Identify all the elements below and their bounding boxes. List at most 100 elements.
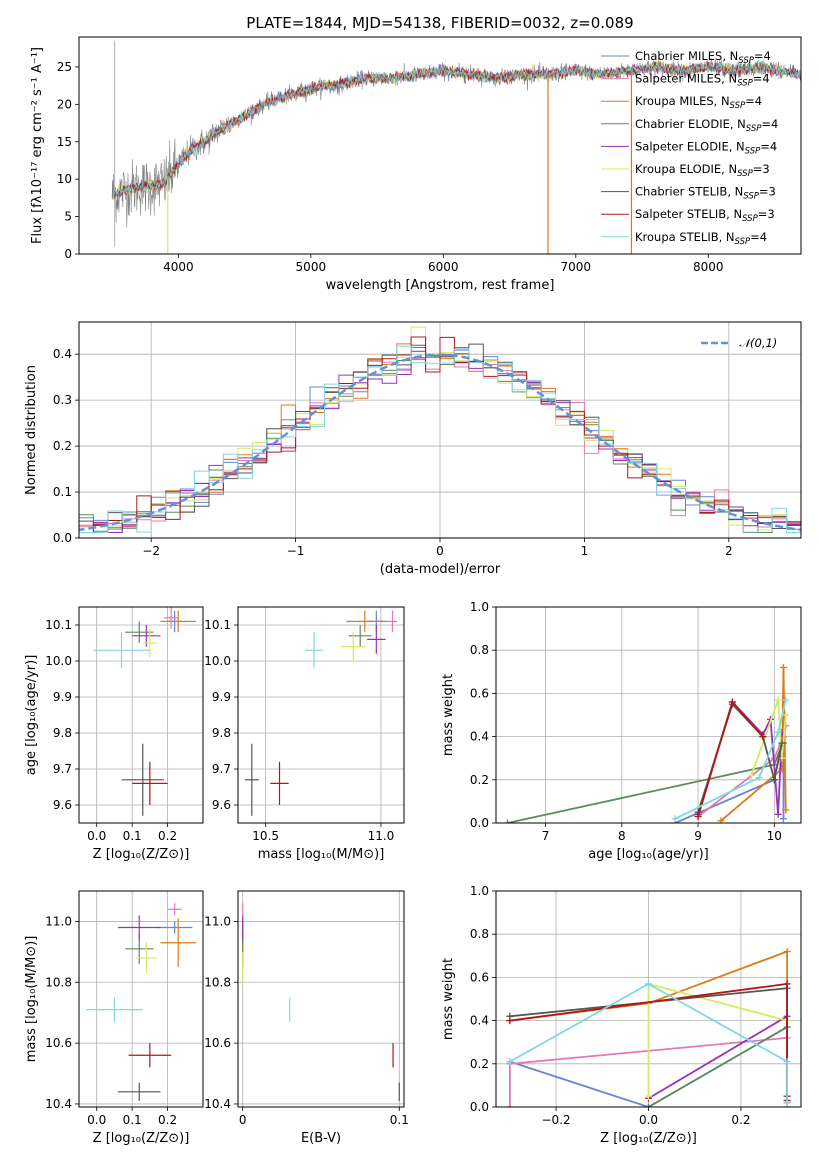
x-tick-label: 7000 — [561, 260, 592, 274]
y-axis-label: mass [log₁₀(M/M⊙)] — [24, 936, 39, 1063]
weight-marker — [779, 815, 787, 823]
y-tick-label: 9.8 — [53, 726, 72, 740]
legend-entry: Salpeter ELODIE, NSSP=4 — [635, 139, 777, 156]
x-tick-label: 0.1 — [390, 1113, 409, 1127]
errorbar-kroupa-elodie — [142, 628, 157, 658]
weight-marker — [783, 1058, 791, 1066]
errorbar-kroupa-miles — [160, 918, 196, 968]
x-axis-label: wavelength [Angstrom, rest frame] — [326, 278, 555, 293]
x-axis-label: age [log₁₀(age/yr)] — [588, 847, 709, 862]
plot-area-mass-vs-Z — [86, 903, 196, 1101]
y-tick-label: 0.6 — [470, 970, 489, 984]
errorbar-chabrier-elodie — [348, 625, 372, 647]
legend-entry: Kroupa ELODIE, NSSP=3 — [635, 162, 770, 179]
weight-marker — [747, 771, 755, 779]
panel-weight-vs-Z: −0.2 0.0 0.2 0.0 0.2 0.4 0.6 0.8 1.0 Z [log₁₀(Z/Z… — [441, 884, 802, 1146]
weight-marker — [774, 728, 782, 736]
y-axis-label: age [log₁₀(age/yr)] — [24, 655, 39, 776]
y-tick-label: 9.9 — [212, 690, 231, 704]
y-axis-label: Normed distribution — [24, 365, 39, 495]
axes-frame-weight-vs-age — [495, 606, 802, 824]
y-tick-label: 10.4 — [45, 1097, 72, 1111]
weight-marker — [506, 1017, 514, 1025]
y-tick-label: 0.8 — [470, 927, 489, 941]
y-tick-label: 10.8 — [45, 975, 72, 989]
y-tick-label: 10.6 — [45, 1036, 72, 1050]
weight-marker — [671, 815, 679, 823]
grid-age-vs-Z — [79, 607, 203, 823]
weight-marker — [774, 696, 782, 704]
x-tick-label: −1 — [287, 544, 305, 558]
plot-area-mass-vs-EBV — [242, 903, 400, 1101]
x-tick-label: 0.1 — [123, 1113, 142, 1127]
axes-frame-mass-vs-EBV — [237, 890, 405, 1108]
errorbar-kroupa-stelib — [93, 632, 150, 669]
x-tick-label: 8 — [618, 829, 626, 843]
weight-marker — [717, 817, 725, 823]
errorbar-kroupa-stelib — [86, 997, 143, 1022]
x-tick-label: 0.1 — [123, 829, 142, 843]
legend-entry: Salpeter STELIB, NSSP=3 — [635, 207, 775, 224]
y-tick-label: 10.0 — [204, 654, 231, 668]
weight-marker — [782, 806, 790, 814]
y-tick-label: 0.8 — [470, 643, 489, 657]
y-tick-label: 11.0 — [204, 914, 231, 928]
y-tick-label: 10.1 — [45, 618, 72, 632]
errorbar-salpeter-miles — [164, 607, 179, 629]
errorbar-chabrier-stelib — [244, 743, 259, 816]
y-tick-label: 1.0 — [470, 600, 489, 614]
grid-weight-vs-age — [496, 606, 801, 824]
y-tick-label: 9.7 — [212, 762, 231, 776]
legend-entry: Kroupa STELIB, NSSP=4 — [635, 230, 767, 247]
y-tick-label: 0.0 — [53, 531, 72, 545]
y-tick-label: 0.4 — [470, 730, 489, 744]
y-tick-label: 1.0 — [470, 884, 489, 898]
y-tick-label: 9.9 — [53, 690, 72, 704]
weight-marker — [694, 813, 702, 821]
weight-marker — [778, 739, 786, 747]
x-tick-label: 10 — [767, 829, 782, 843]
x-tick-label: 0 — [436, 544, 444, 558]
x-tick-label: 0.0 — [87, 829, 106, 843]
plot-area-spectrum — [111, 40, 801, 254]
x-tick-label: 0.2 — [158, 829, 177, 843]
errorbar-kroupa-stelib — [304, 632, 324, 669]
panel-spectrum: 4000 5000 6000 7000 8000 0 5 10 15 20 25 wavelength… — [30, 36, 802, 293]
y-tick-label: 10 — [57, 172, 72, 186]
spectrum-model-kroupa-stelib — [114, 57, 801, 196]
errorbar-chabrier-miles — [156, 921, 193, 934]
y-tick-label: 0.6 — [470, 686, 489, 700]
x-tick-label: 6000 — [428, 260, 459, 274]
weight-marker — [770, 776, 778, 784]
x-tick-label: 9 — [694, 829, 702, 843]
panel-mass-vs-Z: 0.0 0.1 0.2 10.4 10.6 10.8 11.0 Z [log₁₀(Z/Z⊙)]… — [24, 890, 204, 1146]
weight-marker — [728, 698, 736, 706]
y-tick-label: 20 — [57, 97, 72, 111]
errorbar-salpeter-miles — [387, 610, 398, 633]
panel-age-vs-Z: 0.0 0.1 0.2 9.6 9.7 9.8 9.9 10.0 10.1 Z [log₁₀(Z/… — [24, 606, 204, 862]
y-tick-label: 0.2 — [53, 439, 72, 453]
x-axis-label: Z [log₁₀(Z/Z⊙)] — [93, 1131, 190, 1146]
spectrum-legend: Chabrier MILES, NSSP=4 Salpeter MILES, NS… — [601, 49, 778, 247]
errorbar-salpeter-elodie — [367, 625, 386, 654]
weight-line-kroupa-stelib — [509, 982, 788, 1103]
weight-marker — [506, 1058, 514, 1066]
y-axis-label: mass weight — [441, 674, 456, 756]
x-tick-label: 4000 — [163, 260, 194, 274]
residual-legend: 𝒩(0,1) — [701, 336, 777, 350]
weight-line-salpeter-elodie — [648, 1014, 788, 1107]
y-tick-label: 10.6 — [204, 1036, 231, 1050]
residual-hist-kroupa-stelib — [79, 345, 801, 533]
x-tick-label: 11.0 — [368, 829, 395, 843]
y-axis-label: Flux [fλ10⁻¹⁷ erg cm⁻² s⁻¹ A⁻¹] — [30, 47, 45, 244]
weight-marker — [783, 1099, 791, 1107]
errorbar-salpeter-miles — [167, 903, 182, 916]
x-tick-label: 0.2 — [158, 1113, 177, 1127]
errorbar-chabrier-elodie — [125, 621, 154, 643]
weight-line-chabrier-elodie — [648, 1025, 788, 1107]
errorbar-kroupa-miles — [346, 610, 384, 633]
gaussian-curve — [79, 353, 801, 532]
y-tick-label: 0.1 — [53, 485, 72, 499]
errorbar-salpeter-stelib — [128, 1043, 172, 1068]
